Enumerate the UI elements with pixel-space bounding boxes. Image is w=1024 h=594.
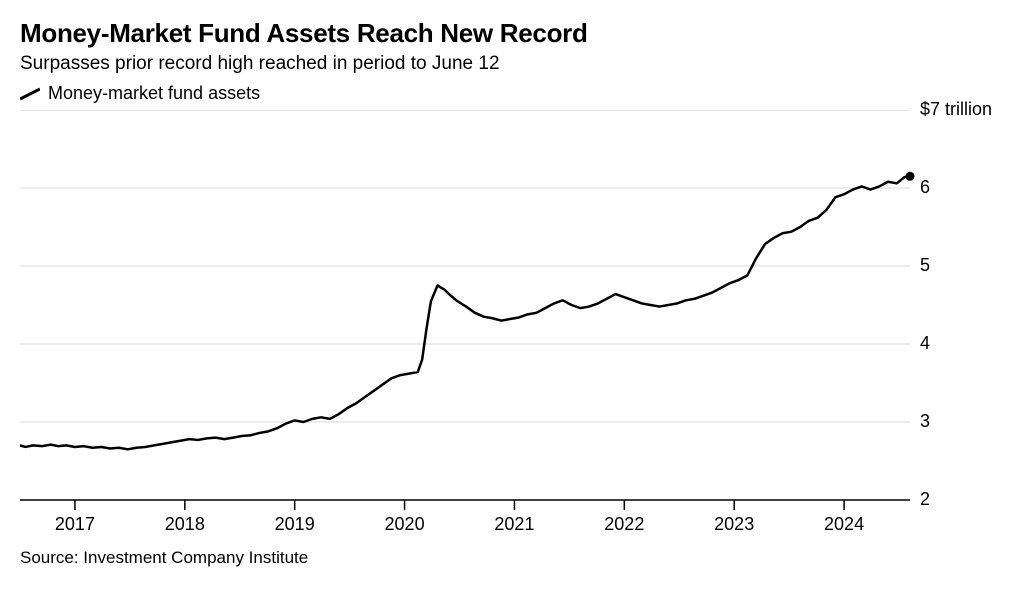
legend: Money-market fund assets bbox=[20, 83, 1004, 104]
x-axis-label: 2017 bbox=[55, 514, 95, 535]
chart-title: Money-Market Fund Assets Reach New Recor… bbox=[20, 18, 1004, 49]
x-axis-label: 2018 bbox=[165, 514, 205, 535]
chart-subtitle: Surpasses prior record high reached in p… bbox=[20, 53, 1004, 75]
y-axis-label: 6 bbox=[920, 177, 930, 198]
x-axis-label: 2020 bbox=[385, 514, 425, 535]
x-axis-label: 2022 bbox=[604, 514, 644, 535]
y-axis-label: 5 bbox=[920, 255, 930, 276]
y-axis-label: 3 bbox=[920, 411, 930, 432]
y-axis-label: 2 bbox=[920, 489, 930, 510]
chart-container: Money-Market Fund Assets Reach New Recor… bbox=[0, 0, 1024, 594]
x-axis-label: 2021 bbox=[494, 514, 534, 535]
chart-source: Source: Investment Company Institute bbox=[20, 548, 1004, 568]
x-axis-label: 2019 bbox=[275, 514, 315, 535]
y-axis-label: $7 trillion bbox=[920, 99, 992, 120]
legend-line-icon bbox=[20, 87, 40, 101]
x-axis-label: 2023 bbox=[714, 514, 754, 535]
y-axis-label: 4 bbox=[920, 333, 930, 354]
legend-label: Money-market fund assets bbox=[48, 83, 260, 104]
x-axis-label: 2024 bbox=[824, 514, 864, 535]
chart-svg bbox=[20, 110, 1004, 540]
chart-plot: 23456$7 trillion201720182019202020212022… bbox=[20, 110, 1004, 540]
